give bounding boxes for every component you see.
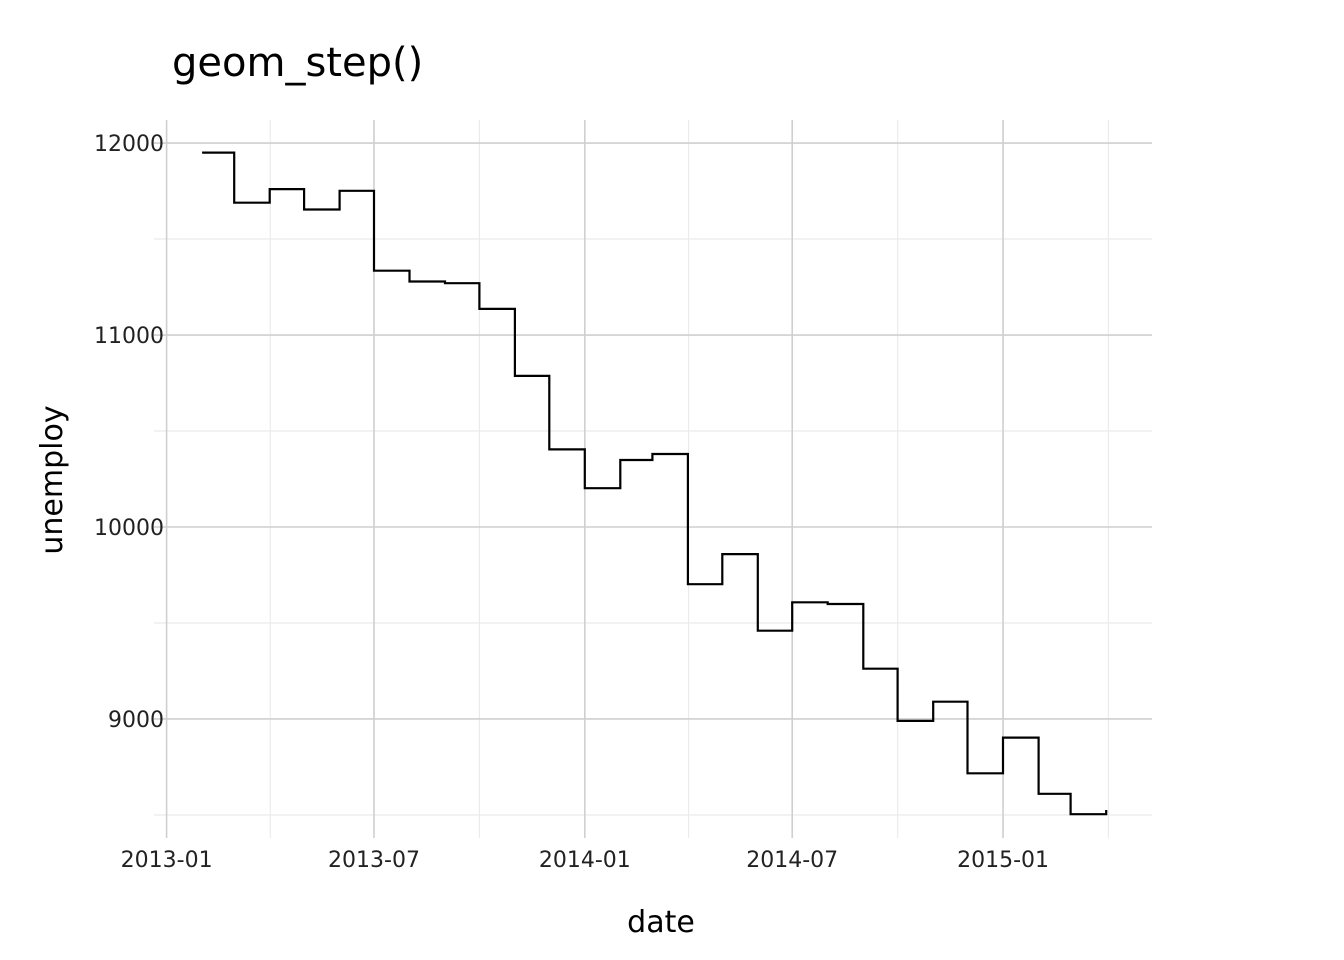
y-axis-title: unemploy: [35, 405, 70, 554]
y-axis-tick-labels: 9000 10000 11000 12000: [94, 132, 164, 733]
major-gridlines: [154, 120, 1152, 838]
x-axis-title: date: [627, 905, 695, 940]
step-line: [202, 151, 1108, 816]
x-tick-label: 2013-01: [121, 848, 213, 873]
x-tick-label: 2014-01: [539, 848, 631, 873]
x-tick-label: 2015-01: [957, 848, 1049, 873]
y-tick-label: 12000: [94, 132, 164, 157]
x-tick-label: 2013-07: [328, 848, 420, 873]
chart-title: geom_step(): [172, 40, 424, 86]
x-tick-label: 2014-07: [746, 848, 838, 873]
y-tick-label: 9000: [108, 708, 164, 733]
x-axis-tick-labels: 2013-01 2013-07 2014-01 2014-07 2015-01: [121, 848, 1049, 873]
y-tick-label: 11000: [94, 324, 164, 349]
y-tick-label: 10000: [94, 516, 164, 541]
